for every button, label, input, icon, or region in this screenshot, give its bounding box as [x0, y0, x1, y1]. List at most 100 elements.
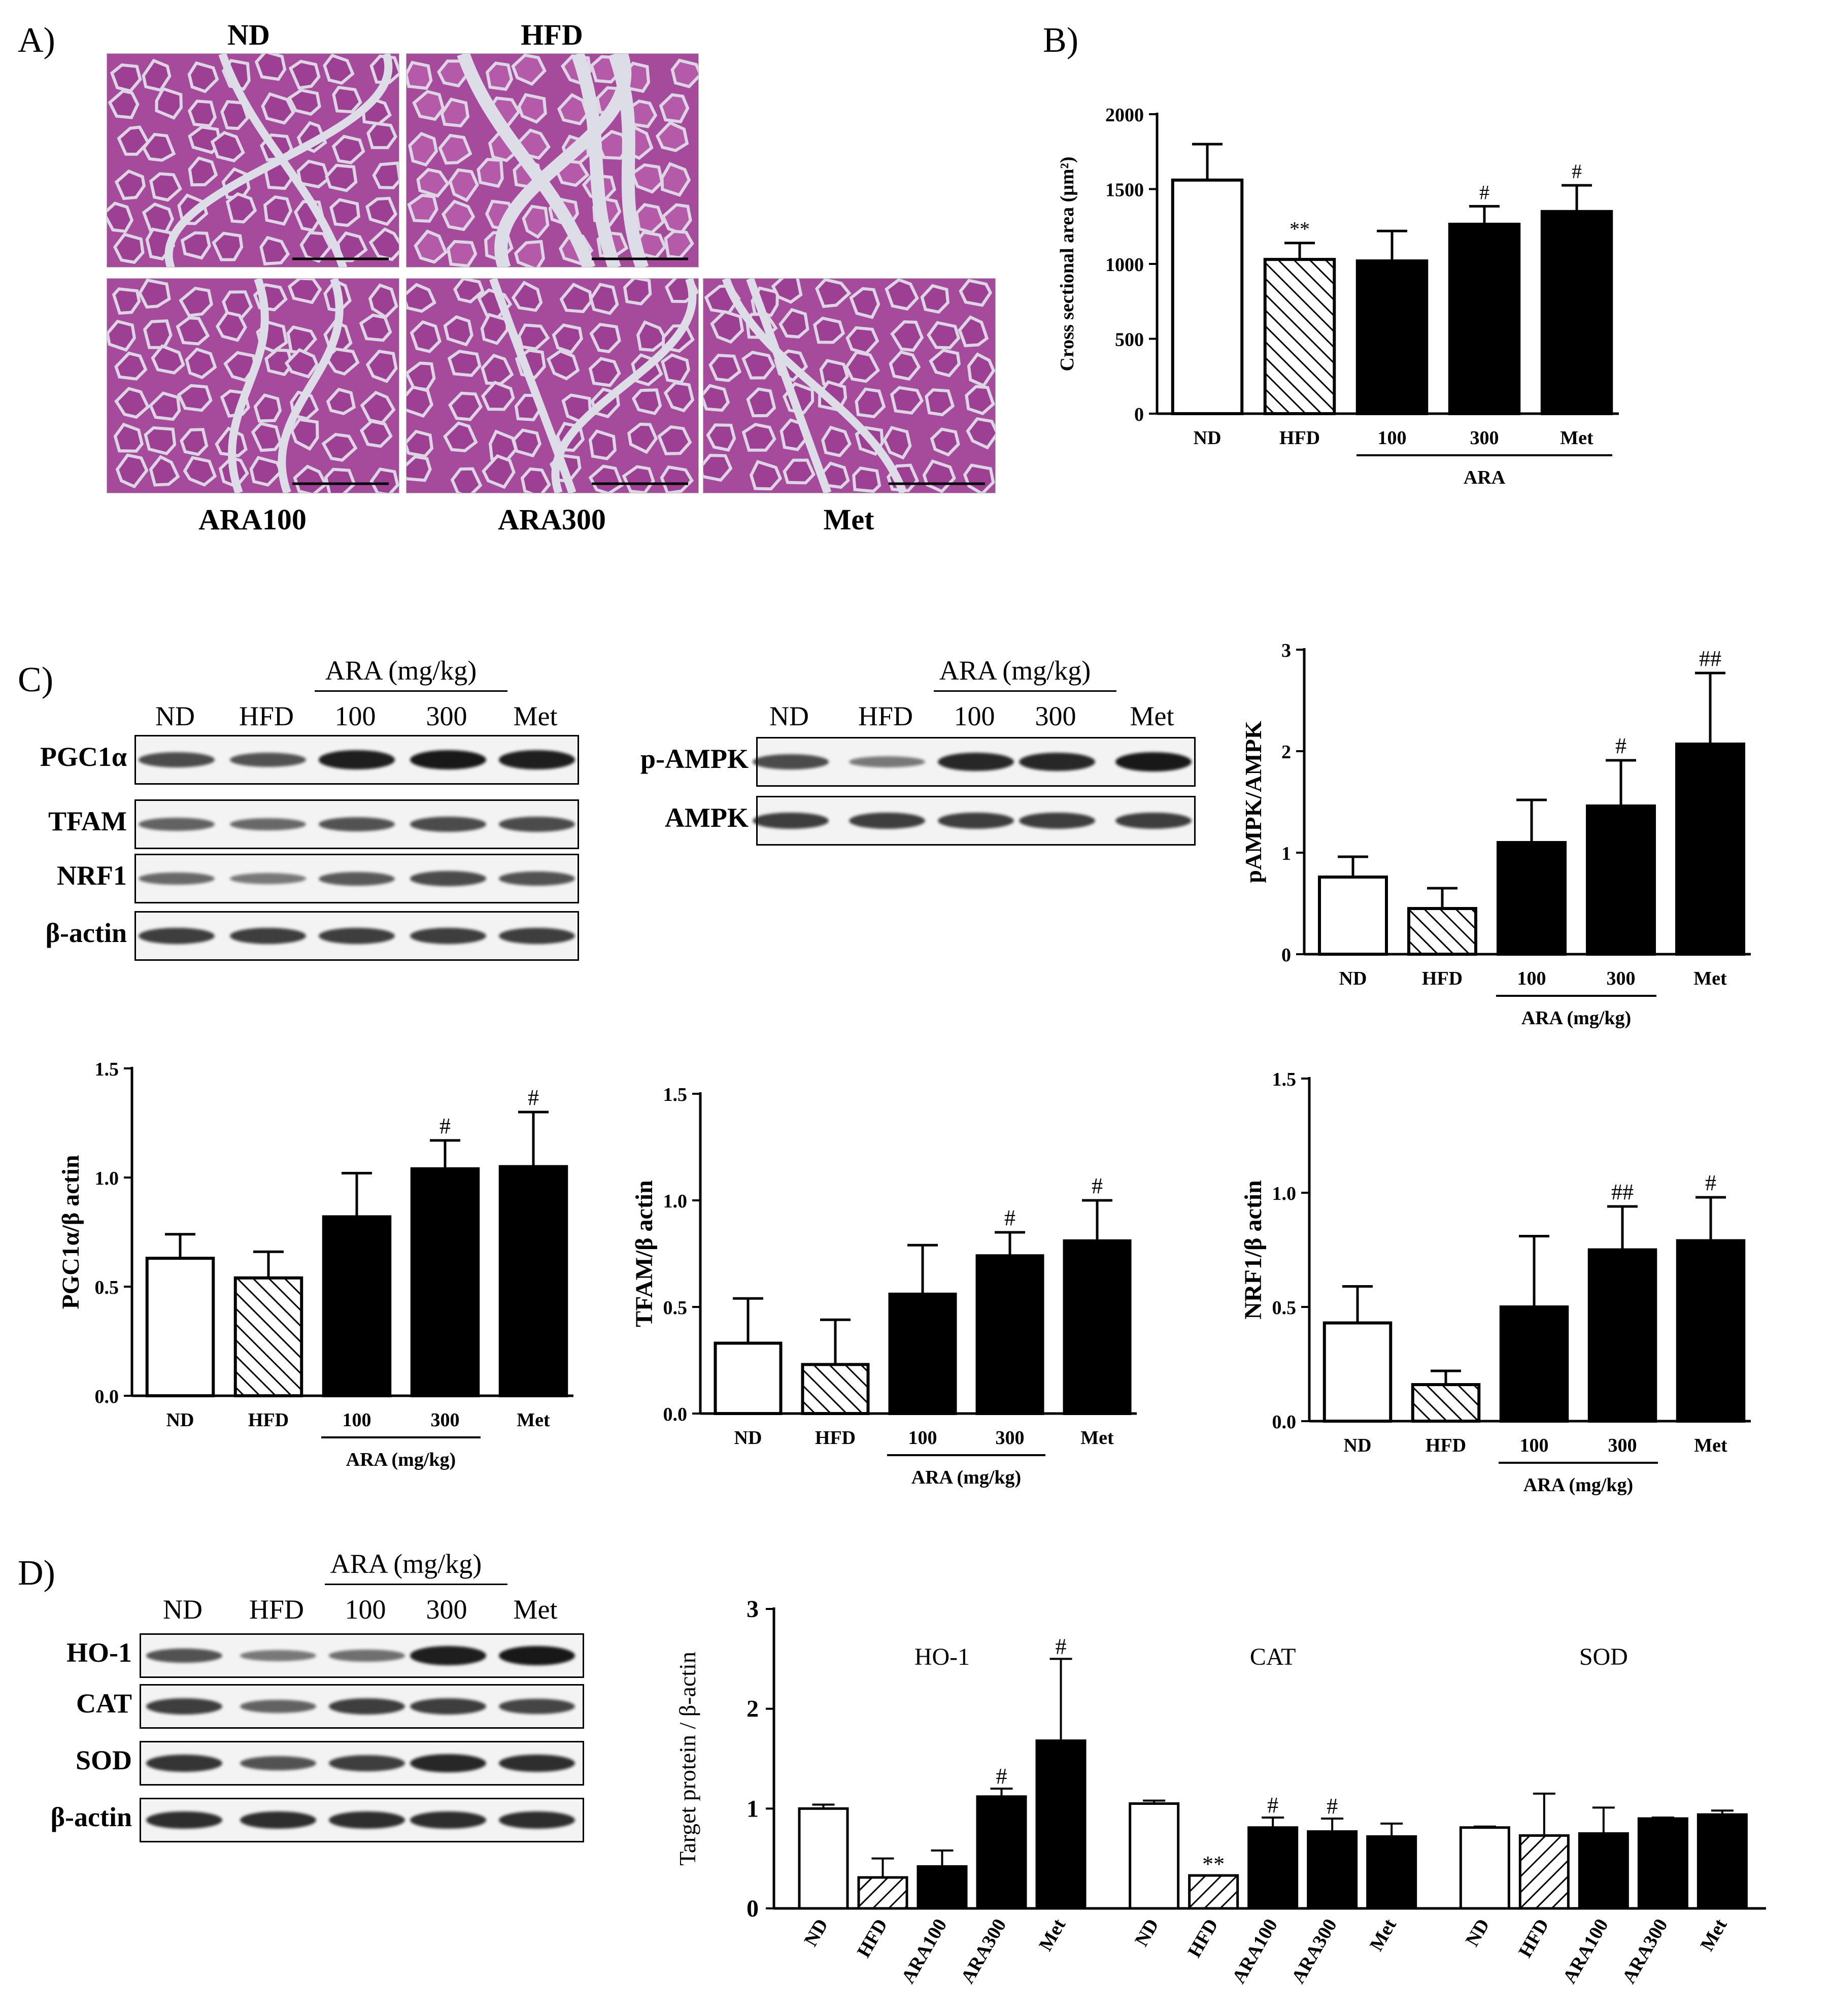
- y-tick-label: 0.5: [95, 1277, 119, 1298]
- significance-marker: #: [1267, 1793, 1278, 1818]
- muscle-fiber: [114, 387, 150, 419]
- micrograph-label-nd: ND: [227, 18, 270, 51]
- category-label: ARA300: [957, 1916, 1010, 1988]
- muscle-fiber: [368, 227, 399, 261]
- muscle-fiber: [414, 229, 448, 264]
- connective-band: [722, 279, 907, 493]
- muscle-fiber: [365, 196, 398, 226]
- blot-band: [499, 1698, 575, 1715]
- muscle-fiber: [659, 93, 690, 124]
- muscle-fiber: [627, 422, 658, 454]
- category-label: HFD: [1426, 1435, 1466, 1456]
- micrograph-nd: [107, 53, 399, 267]
- muscle-fiber: [440, 97, 470, 128]
- blot-strip: [140, 1798, 584, 1842]
- bar: [410, 1167, 480, 1398]
- blot-strip: [140, 1741, 584, 1786]
- muscle-fiber: [965, 385, 995, 416]
- muscle-fiber: [183, 456, 217, 487]
- blot-band: [410, 1698, 486, 1715]
- ara-header-line: [934, 690, 1116, 692]
- muscle-fiber: [706, 423, 736, 452]
- blot-band: [849, 756, 925, 767]
- blot-band: [1115, 812, 1192, 829]
- blot-c2: ND HFD 100 300 Met ARA (mg/kg) p-AMPK AMPK: [629, 655, 1203, 858]
- muscle-fiber: [481, 381, 515, 411]
- muscle-fiber: [288, 59, 321, 90]
- lane-label: ND: [769, 701, 809, 731]
- muscle-fiber: [251, 422, 282, 452]
- significance-marker: **: [1202, 1852, 1225, 1876]
- muscle-fiber: [631, 388, 662, 415]
- micrograph-met: [703, 278, 996, 493]
- category-label: ND: [1339, 968, 1367, 989]
- category-label: HFD: [853, 1916, 892, 1961]
- muscle-fiber: [703, 454, 733, 482]
- muscle-fiber: [512, 428, 542, 458]
- muscle-fiber: [966, 417, 995, 450]
- category-label: ND: [1194, 427, 1222, 449]
- muscle-fiber: [210, 131, 245, 162]
- category-label: HFD: [1183, 1916, 1222, 1961]
- blot-strip: [134, 911, 579, 961]
- y-tick-label: 1.5: [663, 1084, 688, 1105]
- muscle-fiber: [149, 391, 181, 421]
- muscle-fiber: [323, 54, 355, 85]
- muscle-fiber: [741, 351, 775, 380]
- ara-dose-header: ARA (mg/kg): [325, 655, 477, 686]
- category-label: HFD: [1514, 1916, 1553, 1961]
- blot-band: [329, 1698, 405, 1715]
- chart-c-tfam: 0.0 0.5 1.0 1.5 TFAM/β actin ND HFD 100 #300 # Met…: [631, 1084, 1137, 1488]
- significance-marker: #: [1056, 1634, 1067, 1659]
- blot-strip: [140, 1684, 584, 1729]
- muscle-fiber: [661, 353, 690, 384]
- muscle-fiber: [406, 455, 432, 482]
- connective-band: [608, 54, 649, 267]
- muscle-fiber: [883, 426, 912, 460]
- blot-band: [753, 812, 829, 829]
- muscle-fiber: [546, 349, 580, 381]
- blot-band: [146, 1648, 222, 1663]
- blot-band: [410, 871, 486, 886]
- muscle-fiber: [406, 60, 433, 90]
- significance-marker: **: [1290, 218, 1310, 241]
- significance-marker: #: [439, 1114, 451, 1138]
- bar: [1063, 1239, 1132, 1415]
- category-label: HFD: [1422, 968, 1463, 989]
- y-axis-label: Cross sectional area (μm²): [1057, 156, 1078, 371]
- muscle-fiber: [771, 279, 803, 304]
- bar: [1637, 1817, 1688, 1910]
- blot-band: [753, 754, 829, 769]
- lane-label: 300: [426, 1594, 467, 1625]
- significance-marker: #: [996, 1764, 1007, 1789]
- significance-marker: #: [1004, 1205, 1015, 1230]
- muscle-fiber: [511, 54, 547, 86]
- muscle-fiber: [660, 162, 691, 197]
- bar: [1171, 178, 1244, 416]
- blot-row-label: PGC1α: [40, 742, 127, 772]
- blot-band: [1019, 812, 1095, 829]
- muscle-fiber: [663, 381, 695, 413]
- category-label: 300: [996, 1427, 1025, 1449]
- lane-label: 100: [334, 701, 376, 731]
- connective-band: [571, 54, 621, 267]
- lane-label: Met: [513, 701, 558, 731]
- blot-band: [230, 873, 306, 884]
- category-label: 100: [1517, 968, 1546, 989]
- muscle-fiber: [741, 423, 776, 452]
- bar: [1540, 210, 1613, 415]
- y-tick-label: 3: [747, 1596, 759, 1623]
- group-label: ARA (mg/kg): [1521, 1007, 1631, 1029]
- y-tick-label: 0: [747, 1895, 759, 1922]
- significance-marker: #: [528, 1085, 539, 1110]
- group-label: ARA (mg/kg): [911, 1467, 1021, 1488]
- blot-band: [139, 872, 215, 885]
- category-label: ND: [166, 1409, 194, 1431]
- blot-d: ND HFD 100 300 Met ARA (mg/kg) HO-1 CAT SOD β-act…: [10, 1549, 584, 1868]
- significance-marker: #: [1479, 181, 1489, 204]
- muscle-fiber: [559, 282, 593, 314]
- blot-band: [410, 927, 486, 945]
- muscle-fiber: [622, 465, 655, 493]
- muscle-fiber: [293, 464, 328, 493]
- muscle-fiber: [187, 61, 219, 93]
